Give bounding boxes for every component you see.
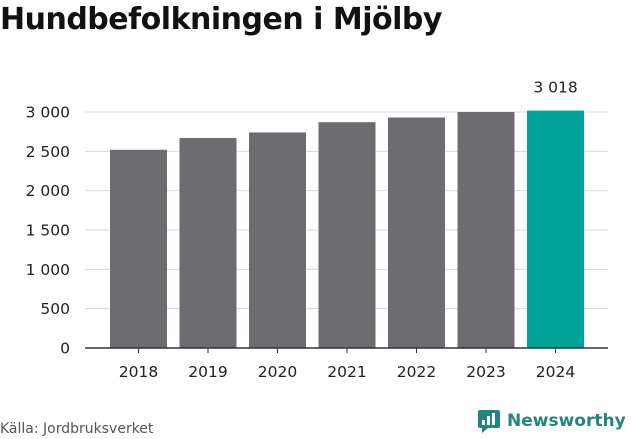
- x-tick-label: 2024: [536, 363, 575, 381]
- x-tick-label: 2018: [119, 363, 158, 381]
- bar-2021: [318, 122, 376, 348]
- y-tick-label: 500: [40, 300, 70, 318]
- y-tick-label: 0: [60, 340, 70, 358]
- bar-2024: [527, 110, 584, 348]
- y-tick-label: 1 500: [26, 222, 70, 240]
- chart-title: Hundbefolkningen i Mjölby: [0, 2, 442, 37]
- bar-2020: [249, 132, 306, 348]
- x-tick-label: 2023: [466, 363, 505, 381]
- y-tick-label: 3 000: [26, 104, 70, 122]
- x-tick-label: 2019: [188, 363, 227, 381]
- bar-chart-speech-icon: [478, 410, 500, 433]
- x-tick-label: 2020: [258, 363, 297, 381]
- x-tick-label: 2021: [327, 363, 366, 381]
- bar-2018: [110, 149, 167, 348]
- bar-2023: [457, 112, 515, 348]
- bar-2022: [388, 117, 445, 348]
- newsworthy-logo: Newsworthy: [477, 409, 626, 433]
- source-text: Källa: Jordbruksverket: [0, 421, 154, 437]
- bar-2019: [179, 137, 237, 348]
- x-tick-label: 2022: [397, 363, 436, 381]
- data-label: 3 018: [533, 79, 577, 97]
- y-tick-label: 1 000: [26, 261, 70, 279]
- brand-name: Newsworthy: [507, 411, 626, 431]
- y-tick-label: 2 000: [26, 182, 70, 200]
- y-tick-label: 2 500: [26, 143, 70, 161]
